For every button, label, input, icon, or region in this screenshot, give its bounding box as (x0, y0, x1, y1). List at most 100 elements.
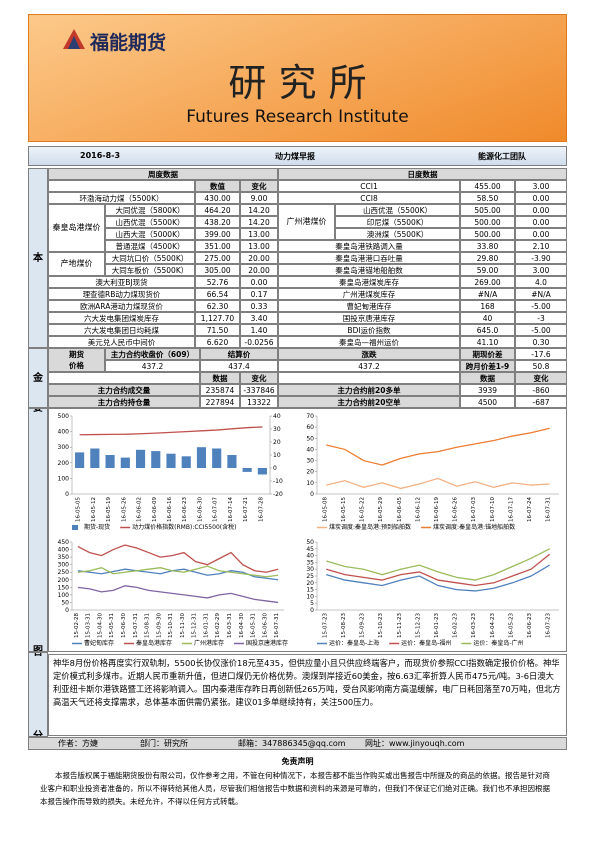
x-tick-label: 16-07-31 (546, 497, 552, 522)
footer-bar (28, 737, 567, 750)
y-tick-label: 45 (306, 546, 314, 553)
row-change: -3 (515, 312, 567, 324)
row-name: 山西优混（5500K） (105, 216, 195, 228)
table-cell: 变化 (515, 372, 567, 384)
x-tick-label: 16-07-23 (546, 613, 552, 638)
table-cell: 235874 (200, 384, 240, 396)
table-cell: 主力合约前20空单 (278, 396, 460, 408)
series-line (326, 548, 550, 581)
row-change: 4.0 (515, 276, 567, 288)
row-name: 澳洲煤（5500K） (335, 228, 460, 240)
x-tick-label: 15-06-30 (121, 613, 127, 638)
legend-label: 煤炭调度:秦皇岛港:锚地船舶数 (433, 523, 515, 531)
row-change: 2.10 (515, 240, 567, 252)
bar (105, 455, 115, 468)
row-change: -3.90 (515, 252, 567, 264)
row-value: 168 (460, 300, 515, 312)
row-name: 欧洲ARA港动力煤现货价 (48, 300, 195, 312)
y-tick-label: 200 (58, 577, 70, 584)
row-value: 500.00 (460, 216, 515, 228)
department: 部门：研究所 (140, 739, 188, 748)
row-name: 大同车板价（5500K） (105, 264, 195, 276)
legend-label: 煤炭调度:秦皇岛港:预到船舶数 (329, 523, 411, 531)
bar (151, 451, 161, 468)
analysis-text: 神华8月份价格再度实行双轨制，5500长协仅涨价18元至435，但供应量小且只供… (48, 654, 567, 736)
y-tick-label: 50 (61, 599, 69, 606)
table-cell: -337846 (240, 384, 278, 396)
x-tick-label: 16-07-14 (228, 497, 234, 522)
table-cell: -687 (515, 396, 567, 408)
row-name: 秦皇岛—福州运价 (278, 336, 460, 348)
table-cell: 50.8 (515, 360, 567, 372)
table-header: 周度数据 (48, 168, 278, 180)
y-tick-label: 500 (58, 413, 70, 420)
row-value: 430.00 (195, 192, 240, 204)
bar (90, 448, 100, 468)
x-tick-label: 15-12-31 (192, 613, 198, 638)
series-line (326, 427, 550, 466)
y-tick-label: 50 (306, 435, 314, 442)
x-tick-label: 16-06-23 (527, 613, 533, 638)
table-cell: 主力合约持仓量 (48, 396, 200, 408)
x-tick-label: 16-07-21 (243, 497, 249, 522)
x-tick-label: 16-06-26 (453, 497, 459, 522)
row-value: 505.00 (460, 204, 515, 216)
bar (196, 447, 207, 468)
x-tick-label: 16-02-29 (215, 613, 221, 638)
info-bar (28, 146, 567, 166)
x-tick-label: 15-05-31 (109, 613, 115, 638)
y-tick-label: 10 (306, 593, 314, 600)
x-tick-label: 16-04-30 (239, 613, 245, 638)
x-tick-label: 16-05-31 (251, 613, 257, 638)
table-cell: 数据 (460, 372, 515, 384)
y-tick-label: 450 (58, 539, 70, 546)
table-cell: -860 (515, 384, 567, 396)
logo-text: 福能期货 (90, 32, 167, 54)
x-tick-label: 16-07-07 (213, 497, 219, 522)
legend-label: 动力煤价格指数(RMB):CCI5500(含税) (132, 523, 236, 531)
row-value: 645.0 (460, 324, 515, 336)
y-tick-label: 30 (306, 566, 314, 573)
y-tick-label: 10 (306, 480, 314, 487)
row-name: 六大发电集团煤炭库存 (48, 312, 195, 324)
bar (181, 456, 191, 468)
x-tick-label: 16-06-09 (152, 497, 158, 522)
row-change: 0.30 (515, 336, 567, 348)
x-tick-label: 15-12-23 (415, 613, 421, 638)
row-change: -0.0256 (240, 336, 278, 348)
row-value: 62.30 (195, 300, 240, 312)
row-name: 大同坑口价（5500K） (105, 252, 195, 264)
section-label: 重要图表 (28, 408, 48, 652)
table-header: 变化 (240, 180, 278, 192)
y-tick-label: 20 (306, 469, 314, 476)
row-name: 国投京唐港库存 (278, 312, 460, 324)
x-tick-label: 16-02-23 (453, 613, 459, 638)
table-cell: 3939 (460, 384, 515, 396)
banner (28, 14, 567, 142)
row-value: 66.54 (195, 288, 240, 300)
row-change: 0.00 (515, 204, 567, 216)
x-tick-label: 15-08-23 (341, 613, 347, 638)
x-tick-label: 15-10-31 (168, 613, 174, 638)
y-tick-label: 100 (58, 475, 70, 482)
row-name: 环渤海动力煤（5500K） (48, 192, 195, 204)
x-tick-label: 16-03-23 (471, 613, 477, 638)
row-change: 1.40 (240, 324, 278, 336)
table-cell (278, 372, 460, 384)
x-tick-label: 16-04-23 (490, 613, 496, 638)
x-tick-label: 16-05-23 (508, 613, 514, 638)
y-tick-label: 50 (306, 539, 314, 546)
table-cell: 数据 (200, 372, 240, 384)
bar (166, 453, 176, 468)
x-tick-label: 16-05-12 (91, 497, 97, 522)
series-line (79, 426, 263, 436)
legend-label: 运价：秦皇岛-福州 (401, 639, 451, 647)
y-tick-label: 5 (310, 600, 314, 607)
row-value: 41.10 (460, 336, 515, 348)
bar (227, 455, 237, 468)
y-tick-label: 20 (306, 580, 314, 587)
row-change: -5.00 (515, 324, 567, 336)
x-tick-label: 16-07-10 (490, 497, 496, 522)
x-tick-label: 16-07-03 (471, 497, 477, 522)
